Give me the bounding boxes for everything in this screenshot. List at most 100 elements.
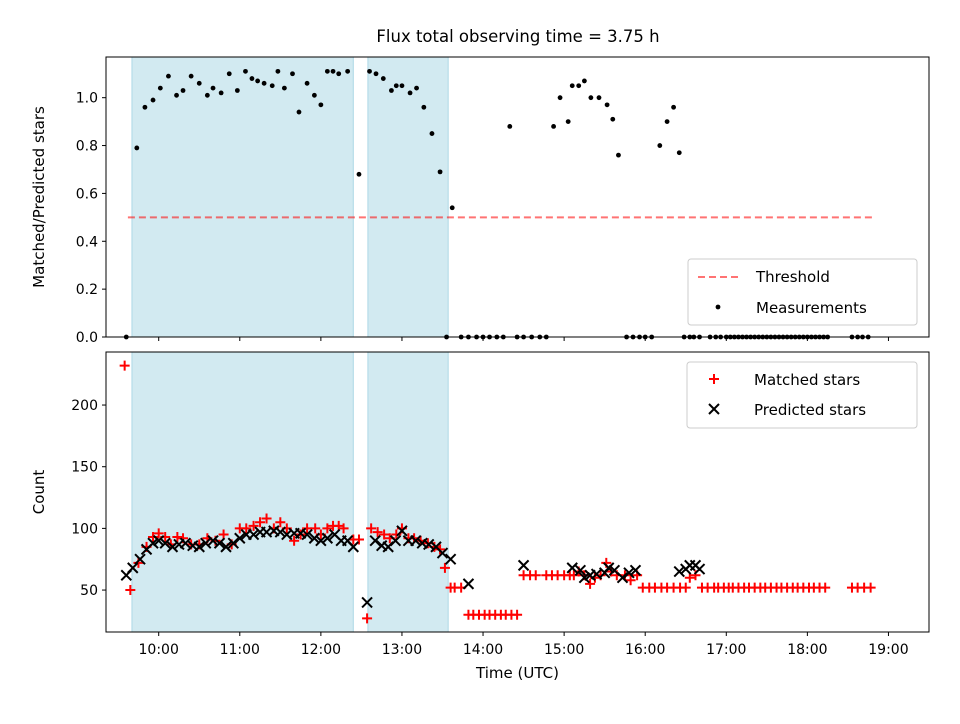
predicted-stars-point xyxy=(574,564,587,577)
measurement-point xyxy=(610,116,616,122)
measurement-point xyxy=(261,80,267,86)
matched-stars-point xyxy=(289,535,300,546)
measurement-point xyxy=(429,131,435,136)
matched-stars-point xyxy=(275,517,286,528)
measurement-point xyxy=(449,205,455,211)
measurement-point xyxy=(557,95,563,101)
matched-stars-point xyxy=(172,532,183,543)
predicted-stars-point xyxy=(315,535,327,547)
predicted-stars-point xyxy=(166,541,179,553)
predicted-stars-point xyxy=(347,541,360,553)
y-tick-label: 100 xyxy=(71,521,98,537)
legend-top: Threshold Measurements xyxy=(687,258,918,326)
measurement-point xyxy=(304,80,310,86)
measurement-point xyxy=(581,78,587,84)
legend-bottom: Matched stars Predicted stars xyxy=(686,361,918,429)
measurement-point xyxy=(676,150,682,156)
predicted-stars-point xyxy=(410,535,422,547)
predicted-stars-point xyxy=(517,559,530,572)
measurement-point xyxy=(275,68,281,74)
legend-measurements-swatch xyxy=(715,304,721,310)
measurement-point xyxy=(204,92,210,98)
measurement-point xyxy=(174,92,179,98)
matched-stars-point xyxy=(530,570,541,581)
count-panel: 50 100 150 200 10:00 11:00 12:00 13:00 14:00 15:0… xyxy=(30,351,930,682)
plot-frame xyxy=(105,56,930,338)
measurement-point xyxy=(664,119,670,125)
predicted-stars-point xyxy=(673,565,685,578)
matched-stars-point xyxy=(362,613,373,624)
measurement-point xyxy=(596,95,602,101)
predicted-stars-point xyxy=(227,537,240,549)
legend-box xyxy=(687,258,918,326)
measurement-point xyxy=(336,71,342,77)
predicted-stars-point xyxy=(234,532,246,544)
measurement-point xyxy=(407,90,413,96)
measurement-point xyxy=(269,83,275,89)
measurement-point xyxy=(399,83,405,89)
measurement-point xyxy=(437,169,443,175)
measurement-point xyxy=(196,80,202,86)
matched-stars-point xyxy=(255,517,266,528)
measurement-point xyxy=(243,68,248,74)
predicted-stars-point xyxy=(578,572,591,584)
y-tick-label: 150 xyxy=(71,460,98,476)
y-tick-label: 1.0 xyxy=(76,91,98,107)
observing-band xyxy=(367,56,449,338)
predicted-stars-point xyxy=(629,564,642,577)
measurement-point xyxy=(166,73,171,79)
predicted-stars-point xyxy=(159,537,171,549)
measurement-point xyxy=(551,124,556,129)
matched-stars-point xyxy=(820,582,831,593)
measurement-point xyxy=(180,88,186,93)
predicted-stars-point xyxy=(321,532,334,544)
matched-stars-point xyxy=(153,528,164,539)
matched-stars-point xyxy=(310,523,321,534)
legend-box xyxy=(686,361,918,429)
predicted-stars-point xyxy=(616,572,629,584)
matched-stars-point xyxy=(585,578,596,589)
matched-stars-point xyxy=(125,585,136,596)
predicted-stars-point xyxy=(396,525,408,537)
measurement-point xyxy=(324,68,330,74)
predicted-stars-point xyxy=(462,578,475,590)
measurement-point xyxy=(142,104,148,110)
predicted-stars-point xyxy=(566,562,578,574)
predicted-stars-point xyxy=(247,528,260,541)
predicted-stars-point xyxy=(220,541,232,553)
measurement-point xyxy=(569,83,575,89)
y-tick-label: 0.0 xyxy=(76,330,98,346)
measurement-point xyxy=(318,102,324,108)
predicted-stars-point xyxy=(179,537,192,549)
plot-frame xyxy=(105,351,930,633)
y-axis-label: Matched/Predicted stars xyxy=(30,106,48,288)
y-tick-label: 0.2 xyxy=(76,282,98,298)
matched-stars-point xyxy=(241,523,252,534)
ratio-panel: 0.0 0.2 0.4 0.6 0.8 1.0 Matched/Predicted star… xyxy=(30,56,930,346)
chart-title: Flux total observing time = 3.75 h xyxy=(376,27,659,46)
measurement-point xyxy=(373,71,379,77)
measurement-point xyxy=(421,104,427,110)
predicted-stars-point xyxy=(369,535,381,547)
legend-matched-label: Matched stars xyxy=(754,371,860,389)
measurement-point xyxy=(226,71,232,77)
x-tick-label: 12:00 xyxy=(301,642,341,658)
matched-stars-point xyxy=(366,523,377,534)
measurement-point xyxy=(671,104,676,110)
measurement-point xyxy=(414,85,419,91)
x-tick-label: 19:00 xyxy=(868,642,908,658)
matched-stars-point xyxy=(439,562,450,573)
measurement-point xyxy=(345,68,351,74)
x-tick-label: 14:00 xyxy=(463,642,503,658)
measurement-point xyxy=(507,124,513,129)
observing-band xyxy=(131,56,354,338)
measurement-point xyxy=(218,90,224,96)
predicted-stars-point xyxy=(213,537,226,549)
matched-stars-point xyxy=(512,609,523,620)
measurement-point xyxy=(380,76,386,81)
measurement-point xyxy=(134,145,140,151)
predicted-stars-point xyxy=(193,541,205,553)
predicted-stars-point xyxy=(436,547,449,559)
predicted-stars-point xyxy=(308,532,321,544)
